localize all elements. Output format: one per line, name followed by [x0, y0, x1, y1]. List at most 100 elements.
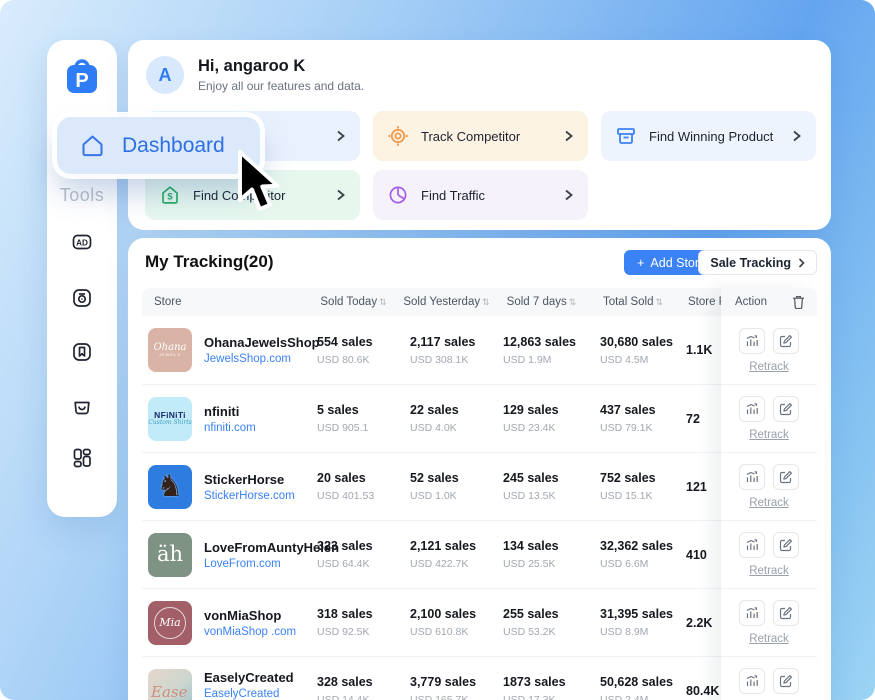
- edit-button[interactable]: [773, 327, 799, 354]
- chevron-right-icon: [337, 130, 345, 142]
- target-box-icon[interactable]: [70, 286, 94, 310]
- feature-card-label: Track Competitor: [421, 128, 521, 144]
- sold-7-days-cell: 1873 sales USD 17.3K: [493, 675, 590, 700]
- total-sold-cell: 32,362 sales USD 6.6M: [590, 539, 676, 570]
- edit-icon: [779, 471, 792, 484]
- edit-icon: [779, 539, 792, 552]
- sold-7-days-cell: 12,863 sales USD 1.9M: [493, 335, 590, 366]
- store-name: LoveFromAuntyHelen: [204, 539, 340, 555]
- store-domain-link[interactable]: LoveFrom.com: [204, 557, 281, 570]
- stats-button[interactable]: [739, 600, 765, 626]
- store-logo: NFiNiTi Custom Shirts: [148, 396, 192, 441]
- sale-tracking-button[interactable]: Sale Tracking: [698, 250, 817, 275]
- edit-button[interactable]: [773, 464, 799, 490]
- store-name: OhanaJewelsShop: [204, 335, 320, 350]
- stats-button[interactable]: [739, 396, 765, 422]
- store-logo: Ease: [148, 668, 192, 700]
- store-logo-line1: NFiNiTi: [154, 409, 186, 420]
- stats-button[interactable]: [739, 464, 765, 490]
- column-header-sold-today[interactable]: Sold Today ⇅: [320, 296, 387, 308]
- total-sold-cell: 437 sales USD 79.1K: [590, 403, 676, 434]
- store-logo-line1: Ohana: [153, 341, 187, 353]
- action-cell: Retrack: [721, 520, 817, 588]
- sold-7-days-usd: USD 53.2K: [503, 626, 556, 638]
- home-icon: [82, 135, 103, 157]
- retrack-link[interactable]: Retrack: [749, 429, 789, 441]
- stats-button[interactable]: [739, 327, 765, 354]
- total-sold-cell: 31,395 sales USD 8.9M: [590, 607, 676, 638]
- sold-yesterday-usd: USD 1.0K: [410, 490, 457, 502]
- retrack-link[interactable]: Retrack: [749, 565, 789, 577]
- column-header-store: Store: [154, 296, 182, 308]
- sold-today-usd: USD 401.53: [317, 490, 375, 502]
- total-sold-value: 30,680 sales: [600, 334, 673, 349]
- store-cell: ♞ StickerHorse StickerHorse.com: [142, 464, 307, 509]
- store-logo: Mia: [148, 600, 192, 645]
- table-row: Ease EaselyCreated EaselyCreated .com 32…: [142, 656, 817, 700]
- chart-icon: [746, 607, 758, 618]
- sold-today-value: 318 sales: [317, 607, 373, 621]
- sold-7-days-value: 134 sales: [503, 539, 559, 553]
- sold-yesterday-value: 2,121 sales: [410, 539, 477, 553]
- retrack-link[interactable]: Retrack: [749, 497, 789, 509]
- sold-today-cell: 20 sales USD 401.53: [307, 471, 400, 502]
- edit-button[interactable]: [773, 668, 799, 694]
- column-header-sold-yesterday[interactable]: Sold Yesterday ⇅: [403, 296, 490, 308]
- store-domain-link[interactable]: vonMiaShop .com: [204, 625, 297, 638]
- table-row: äh LoveFromAuntyHelen LoveFrom.com 323 s…: [142, 520, 817, 588]
- bookmark-box-icon[interactable]: [70, 340, 94, 364]
- edit-button[interactable]: [773, 396, 799, 422]
- total-sold-usd: USD 2.4M: [600, 694, 649, 700]
- action-cell: Retrack: [721, 452, 817, 520]
- edit-button[interactable]: [773, 532, 799, 558]
- tracking-title: My Tracking(20): [145, 252, 274, 271]
- feature-card-label: Find Winning Product: [649, 128, 774, 144]
- stats-button[interactable]: [739, 668, 765, 694]
- feature-card-find-traffic[interactable]: Find Traffic: [373, 170, 588, 220]
- greeting-block: A Hi, angaroo K Enjoy all our features a…: [146, 56, 364, 94]
- trash-icon[interactable]: [792, 295, 805, 309]
- sidebar-item-dashboard[interactable]: Dashboard: [57, 117, 260, 174]
- sold-yesterday-value: 52 sales: [410, 471, 459, 485]
- shopping-bag-icon[interactable]: [70, 395, 94, 419]
- sold-today-usd: USD 92.5K: [317, 626, 370, 638]
- chart-icon: [746, 403, 758, 414]
- ad-icon[interactable]: AD: [70, 230, 94, 254]
- sold-yesterday-value: 22 sales: [410, 403, 459, 417]
- total-sold-value: 32,362 sales: [600, 539, 673, 553]
- sold-today-usd: USD 80.6K: [317, 353, 370, 366]
- store-domain-link[interactable]: JewelsShop.com: [204, 353, 291, 365]
- store-cell: NFiNiTi Custom Shirts nfiniti nfiniti.co…: [142, 396, 307, 441]
- retrack-link[interactable]: Retrack: [749, 633, 789, 645]
- house-dollar-icon: $: [162, 186, 178, 204]
- retrack-link[interactable]: Retrack: [749, 360, 789, 373]
- column-header-total-sold[interactable]: Total Sold ⇅: [602, 296, 664, 308]
- store-domain-link[interactable]: StickerHorse.com: [204, 489, 295, 502]
- feature-card-find-competitor[interactable]: $ Find Competitor: [145, 170, 360, 220]
- column-header-sold-7-days[interactable]: Sold 7 days ⇅: [506, 296, 577, 308]
- grid-icon[interactable]: [70, 446, 94, 470]
- store-cell: Mia vonMiaShop vonMiaShop .com: [142, 600, 307, 645]
- total-sold-value: 752 sales: [600, 471, 656, 485]
- store-products-value: 72: [686, 411, 700, 426]
- add-store-label: Add Store: [650, 255, 706, 270]
- sort-icon: ⇅: [482, 297, 490, 307]
- action-cells: Retrack Retrack: [721, 316, 817, 700]
- store-domain-link[interactable]: nfiniti.com: [204, 421, 256, 434]
- store-domain-link[interactable]: EaselyCreated .com: [204, 687, 280, 700]
- total-sold-usd: USD 15.1K: [600, 490, 653, 502]
- feature-card-find-winning-product[interactable]: Find Winning Product: [601, 111, 816, 161]
- target-icon: [388, 126, 408, 146]
- store-cell: Ease EaselyCreated EaselyCreated .com: [142, 668, 307, 700]
- sold-yesterday-cell: 22 sales USD 4.0K: [400, 403, 493, 434]
- table-row: NFiNiTi Custom Shirts nfiniti nfiniti.co…: [142, 384, 817, 452]
- sold-today-usd: USD 14.4K: [317, 694, 370, 700]
- total-sold-cell: 752 sales USD 15.1K: [590, 471, 676, 502]
- edit-icon: [779, 403, 792, 416]
- edit-button[interactable]: [773, 600, 799, 626]
- store-logo-line1: Ease: [151, 682, 188, 700]
- sold-today-cell: 554 sales USD 80.6K: [307, 335, 400, 366]
- sold-yesterday-cell: 2,100 sales USD 610.8K: [400, 607, 493, 638]
- stats-button[interactable]: [739, 532, 765, 558]
- feature-card-track-competitor[interactable]: Track Competitor: [373, 111, 588, 161]
